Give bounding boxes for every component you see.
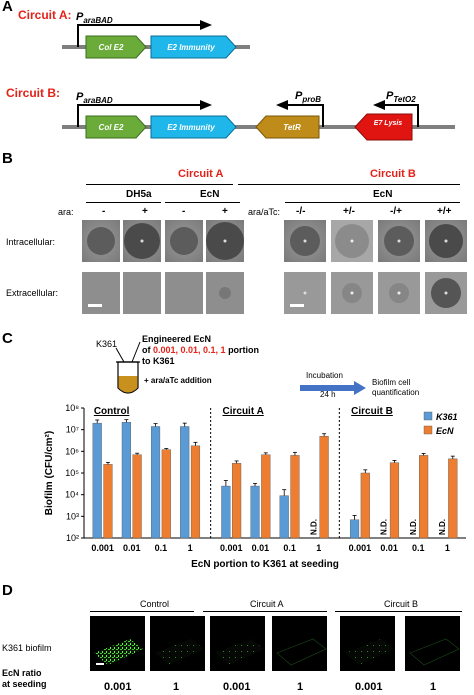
y-tick-label: 10² — [66, 533, 79, 543]
bar-ecn — [389, 462, 400, 539]
legend-label: K361 — [436, 412, 458, 422]
y-axis-label: Biofilm (CFU/cm²) — [44, 431, 55, 515]
circuit-b-label: Circuit B: — [6, 86, 60, 100]
y-tick-label: 10⁵ — [65, 468, 79, 478]
k361-label: K361 — [96, 339, 118, 349]
circuit-a-promoter-arrow — [77, 24, 200, 47]
gene-lysis — [354, 113, 413, 141]
x-tick-label: 0.001 — [220, 543, 243, 553]
ecn-ratio-label: EcN ratio at seeding — [2, 668, 47, 689]
halo-assay-images — [82, 220, 467, 314]
svg-text:TetR: TetR — [283, 123, 301, 132]
bar-ecn — [232, 463, 242, 539]
strain-ecn-a: EcN — [200, 189, 220, 200]
engineered-ecn-text: Engineered EcN of 0.001, 0.01, 0.1, 1 po… — [142, 334, 260, 366]
legend-swatch — [423, 411, 433, 421]
svg-text:Col E2: Col E2 — [99, 43, 124, 52]
bar-ecn — [261, 454, 271, 539]
bar-k361 — [180, 426, 190, 539]
y-tick-label: 10³ — [66, 511, 79, 521]
group-title: Control — [94, 406, 130, 417]
svg-text:E7 Lysis: E7 Lysis — [374, 120, 403, 127]
x-tick-label: 0.1 — [283, 543, 296, 553]
ara-row-label: ara: — [58, 207, 74, 217]
bar-k361 — [150, 426, 161, 539]
nd-label: N.D. — [380, 519, 389, 535]
x-tick-label: 0.1 — [155, 543, 168, 553]
ara-atc-row-label: ara/aTc: — [248, 207, 281, 217]
gene-tetr — [255, 115, 320, 139]
nd-label: N.D. — [309, 519, 318, 535]
strain-dh5a: DH5a — [126, 189, 152, 200]
circuit-b-construct: ParaBAD Col E2 E2 Immunity TetR PproB E7… — [62, 90, 455, 141]
bar-k361 — [92, 422, 102, 539]
scale-bar — [88, 304, 102, 307]
y-tick-label: 10⁶ — [65, 446, 79, 456]
nd-label: N.D. — [409, 519, 418, 535]
x-tick-label: 0.1 — [412, 543, 425, 553]
bar-ecn — [190, 445, 201, 539]
y-tick-label: 10⁸ — [65, 403, 79, 413]
bar-ecn — [448, 458, 458, 539]
x-tick-label: 1 — [188, 543, 193, 553]
biofilm-chart: 10² 10³ 10⁴ 10⁵ 10⁶ 10⁷ 10⁸ Biofilm (CFU/cm²) Co… — [44, 403, 466, 570]
bar-ecn — [419, 455, 429, 539]
y-tick-label: 10⁷ — [66, 425, 79, 435]
panel-a-label: A — [2, 0, 13, 15]
x-tick-label: 0.01 — [380, 543, 398, 553]
bar-ecn — [161, 449, 171, 539]
bar-ecn — [360, 472, 370, 539]
bar-k361 — [221, 485, 231, 539]
bar-k361 — [279, 495, 289, 539]
circuit-b-title: Circuit B — [370, 168, 416, 180]
circuit-diagram: ParaBAD Col E2 E2 Immunity ParaBAD Col E… — [62, 11, 455, 141]
panel-c-label: C — [2, 330, 13, 347]
nd-label: N.D. — [438, 519, 447, 535]
group-title: Circuit A — [223, 406, 264, 417]
circuit-a-label: Circuit A: — [18, 8, 72, 22]
outcome-text: Biofilm cell quantification — [372, 378, 420, 397]
confocal-images — [90, 616, 460, 671]
y-tick-label: 10⁴ — [65, 490, 79, 500]
gene-cole2 — [85, 35, 147, 59]
bar-ecn — [290, 455, 300, 539]
panel-b-label: B — [2, 150, 13, 167]
addition-text: + ara/aTc addition — [144, 376, 212, 385]
x-tick-label: 0.01 — [252, 543, 270, 553]
intracellular-images — [82, 220, 467, 262]
bar-k361 — [250, 485, 260, 539]
svg-text:Col E2: Col E2 — [99, 123, 124, 132]
group-title: Circuit B — [351, 406, 393, 417]
x-tick-label: 1 — [316, 543, 321, 553]
x-tick-label: 1 — [445, 543, 450, 553]
intracellular-label: Intracellular: — [6, 237, 56, 247]
circuit-a-construct: ParaBAD Col E2 E2 Immunity — [62, 11, 250, 59]
legend-label: EcN — [436, 426, 454, 436]
bar-k361 — [121, 422, 131, 539]
panel-d-label: D — [2, 582, 13, 599]
extracellular-label: Extracellular: — [6, 288, 59, 298]
bar-ecn — [132, 454, 142, 539]
x-tick-label: 0.01 — [123, 543, 141, 553]
bar-k361 — [349, 519, 360, 539]
schematic — [115, 341, 366, 395]
svg-text:E2 Immunity: E2 Immunity — [167, 123, 215, 132]
x-tick-label: 0.001 — [91, 543, 114, 553]
bar-ecn — [103, 464, 113, 539]
x-tick-label: 0.001 — [349, 543, 372, 553]
strain-ecn-b: EcN — [373, 189, 393, 200]
k361-biofilm-label: K361 biofilm — [2, 643, 52, 653]
circuit-a-title: Circuit A — [178, 168, 224, 180]
legend-swatch — [423, 425, 433, 435]
svg-text:E2 Immunity: E2 Immunity — [167, 43, 215, 52]
extracellular-images — [82, 272, 467, 314]
x-axis-label: EcN portion to K361 at seeding — [191, 559, 339, 570]
bar-ecn — [319, 435, 329, 539]
gene-immunity — [150, 35, 237, 59]
